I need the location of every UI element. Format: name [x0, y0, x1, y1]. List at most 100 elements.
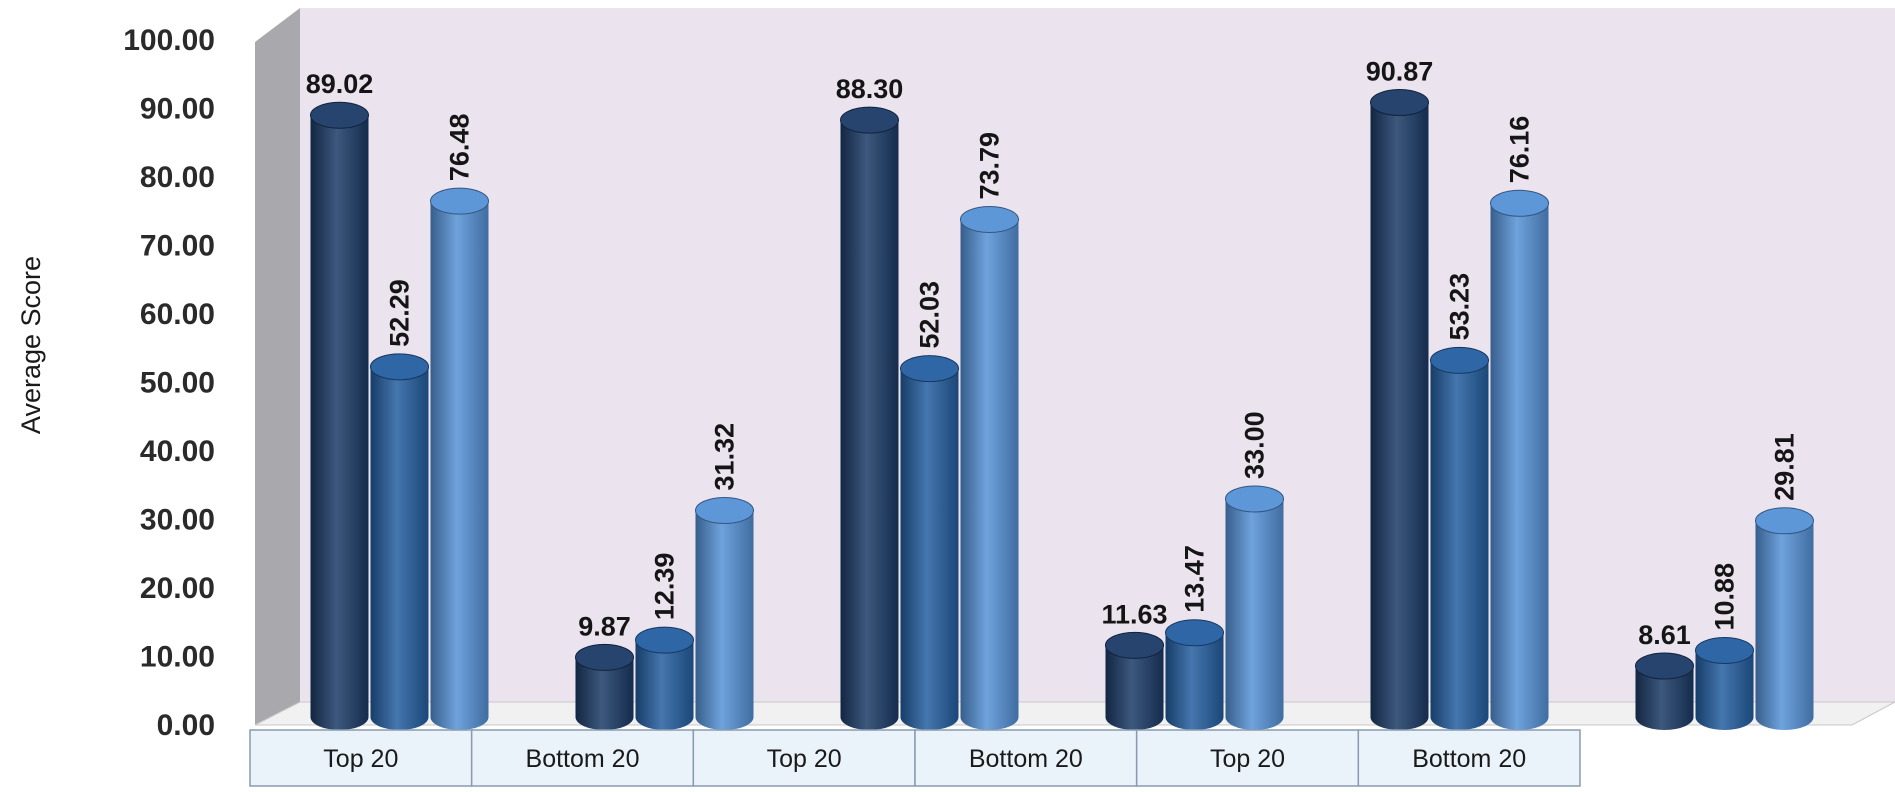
y-tick-label: 0.00 — [157, 709, 215, 742]
side-wall — [255, 8, 300, 725]
bar — [1635, 652, 1694, 730]
bar — [1755, 507, 1814, 730]
data-label: 33.00 — [1240, 411, 1270, 479]
x-tick-label: Bottom 20 — [969, 745, 1083, 773]
y-tick-label: 60.00 — [140, 298, 215, 331]
data-label: 89.02 — [306, 69, 374, 99]
bar-top — [695, 496, 754, 524]
data-label: 31.32 — [710, 423, 740, 491]
bar — [900, 355, 959, 730]
bar-top — [900, 355, 959, 383]
bar-body — [1755, 520, 1814, 730]
bar-body — [960, 219, 1019, 730]
bar — [635, 626, 694, 730]
bar — [1225, 485, 1284, 730]
y-axis: 0.00 10.00 20.00 30.00 40.00 50.00 60.00 70.00 8… — [123, 24, 215, 742]
data-label: 10.88 — [1710, 563, 1740, 631]
y-tick-label: 90.00 — [140, 93, 215, 126]
bar — [1105, 631, 1164, 730]
y-tick-label: 80.00 — [140, 161, 215, 194]
category-cell — [1357, 729, 1581, 787]
data-label: 88.30 — [836, 74, 904, 104]
data-label: 52.29 — [385, 279, 415, 347]
y-tick-label: 70.00 — [140, 230, 215, 263]
bar — [840, 106, 899, 730]
bar-body — [1105, 645, 1164, 730]
bar — [1165, 619, 1224, 730]
bar — [1430, 346, 1489, 730]
bar-top — [430, 187, 489, 215]
bar-body — [1635, 666, 1694, 730]
bar-top — [1755, 507, 1814, 535]
bar-body — [1225, 498, 1284, 730]
data-label: 12.39 — [650, 553, 680, 621]
bar-top — [635, 626, 694, 654]
bar — [370, 353, 429, 730]
bar — [695, 496, 754, 730]
data-label: 76.16 — [1505, 116, 1535, 184]
y-tick-label: 20.00 — [140, 572, 215, 605]
bar-top — [310, 101, 369, 129]
data-labels: 89.02 52.29 76.48 9.87 12.39 31.32 88.30 52.03 7… — [306, 57, 1800, 650]
bar-body — [1490, 203, 1549, 730]
back-wall — [300, 8, 1895, 702]
bar — [1695, 636, 1754, 730]
bar-top — [1105, 631, 1164, 659]
bar-top — [840, 106, 899, 134]
bar-body — [430, 201, 489, 730]
bar-top — [1370, 89, 1429, 117]
bar-body — [900, 368, 959, 730]
bar-body — [635, 640, 694, 730]
bar-top — [1635, 652, 1694, 680]
category-cell — [914, 729, 1138, 787]
bar-body — [310, 115, 369, 730]
data-label: 9.87 — [578, 611, 631, 641]
bar-body — [695, 510, 754, 730]
category-axis: Top 20 Bottom 20 Top 20 Bottom 20 Top 20 Bott… — [249, 729, 1581, 787]
x-tick-label: Bottom 20 — [526, 745, 640, 773]
bar-top — [1430, 346, 1489, 374]
bar-top — [960, 206, 1019, 234]
data-label: 52.03 — [915, 281, 945, 349]
bar — [960, 206, 1019, 730]
bar-body — [1370, 102, 1429, 730]
x-tick-label: Top 20 — [767, 745, 842, 773]
bar-top — [1165, 619, 1224, 647]
bar-body — [840, 120, 899, 730]
category-cell — [249, 729, 473, 787]
chart-walls — [254, 8, 1895, 726]
bar — [1370, 89, 1429, 730]
data-label: 73.79 — [975, 132, 1005, 200]
bar-body — [370, 366, 429, 730]
bars — [310, 89, 1814, 730]
data-label: 90.87 — [1366, 57, 1434, 87]
bar-top — [1695, 636, 1754, 664]
x-tick-label: Top 20 — [1210, 745, 1285, 773]
bar-body — [1430, 360, 1489, 730]
data-label: 53.23 — [1445, 273, 1475, 341]
bar-top — [1225, 485, 1284, 513]
y-tick-label: 100.00 — [123, 24, 215, 57]
y-tick-label: 10.00 — [140, 641, 215, 674]
category-cell — [470, 729, 695, 787]
data-label: 13.47 — [1180, 545, 1210, 613]
data-label: 8.61 — [1638, 620, 1691, 650]
data-label: 76.48 — [445, 114, 475, 182]
bar — [430, 187, 489, 730]
category-cell — [1135, 729, 1360, 787]
bar — [575, 643, 634, 730]
data-label: 11.63 — [1101, 599, 1167, 629]
x-tick-label: Top 20 — [323, 745, 398, 773]
y-axis-label: Average Score — [16, 256, 46, 434]
bar-top — [575, 643, 634, 671]
bar-body — [1695, 650, 1754, 730]
x-tick-label: Bottom 20 — [1412, 745, 1526, 773]
y-tick-label: 30.00 — [140, 504, 215, 537]
data-label: 29.81 — [1770, 433, 1800, 501]
bar-body — [575, 657, 634, 730]
bar — [310, 101, 369, 730]
bar-top — [1490, 189, 1549, 217]
bar-body — [1165, 632, 1224, 730]
y-tick-label: 40.00 — [140, 435, 215, 468]
